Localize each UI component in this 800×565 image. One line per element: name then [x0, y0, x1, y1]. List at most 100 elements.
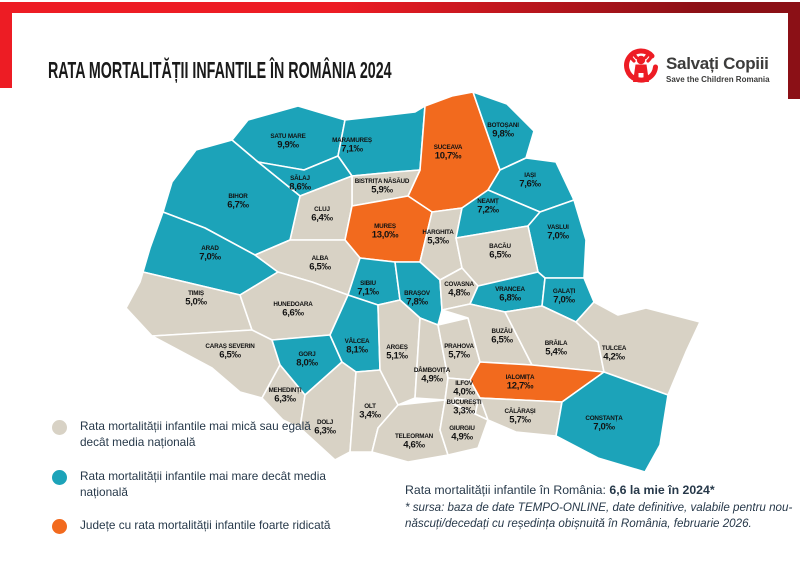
county-value-sibiu: 7,1‰: [357, 287, 379, 298]
county-value-dolj: 6,3‰: [314, 426, 336, 437]
county-name-prahova: PRAHOVA: [444, 343, 474, 350]
frame-left-bar: [0, 2, 12, 88]
legend-label-higher: Rata mortalității infantile mai mare dec…: [80, 468, 326, 499]
county-name-constanta: CONSTANȚA: [585, 415, 623, 422]
county-name-buzau: BUZĂU: [491, 326, 513, 335]
county-value-harghita: 5,3‰: [427, 236, 449, 247]
county-value-galati: 7,0‰: [553, 295, 575, 306]
national-average-stat: Rata mortalității infantile în România: …: [405, 483, 793, 497]
county-name-calarasi: CĂLĂRAȘI: [505, 406, 536, 415]
county-name-gorj: GORJ: [298, 351, 316, 358]
source-note: * sursa: baza de date TEMPO-ONLINE, date…: [405, 501, 793, 530]
county-name-arges: ARGEȘ: [386, 344, 407, 351]
county-name-maramures: MARAMUREȘ: [332, 137, 372, 144]
county-name-sibiu: SIBIU: [360, 280, 376, 287]
county-name-galati: GALAȚI: [553, 288, 576, 295]
county-name-olt: OLT: [364, 403, 376, 410]
map-legend: Rata mortalității infantile mai mică sau…: [52, 418, 352, 551]
legend-dot-lower: [52, 420, 67, 435]
county-value-mures: 13,0‰: [372, 230, 399, 241]
county-value-cluj: 6,4‰: [311, 213, 333, 224]
county-name-teleorman: TELEORMAN: [395, 433, 434, 440]
county-value-vaslui: 7,0‰: [547, 231, 569, 242]
legend-dot-higher: [52, 469, 67, 485]
county-name-vrancea: VRANCEA: [495, 286, 525, 293]
county-value-arad: 7,0‰: [199, 252, 221, 263]
county-value-bihor: 6,7‰: [227, 200, 249, 211]
county-name-ialomita: IALOMIȚA: [506, 374, 535, 381]
logo-subtitle: Save the Children Romania: [666, 75, 770, 84]
logo-title: Salvați Copiii: [666, 54, 769, 73]
county-name-salaj: SĂLAJ: [290, 173, 310, 182]
county-name-alba: ALBA: [312, 255, 329, 262]
county-value-ialomita: 12,7‰: [507, 381, 534, 392]
county-name-mehedinti: MEHEDINȚI: [269, 387, 302, 394]
county-value-constanta: 7,0‰: [593, 422, 615, 433]
logo-text: Salvați Copiii Save the Children Romania: [666, 54, 770, 84]
county-value-bacau: 6,5‰: [489, 250, 511, 261]
county-value-bistrita-nasaud: 5,9‰: [371, 185, 393, 196]
county-value-neamt: 7,2‰: [477, 205, 499, 216]
county-name-bacau: BACĂU: [489, 241, 511, 250]
county-name-iasi: IAȘI: [524, 172, 536, 179]
county-value-salaj: 8,6‰: [289, 182, 311, 193]
county-shapes-layer: [125, 91, 701, 473]
legend-label-very-high: Județe cu rata mortalității infantile fo…: [80, 518, 331, 533]
county-name-neamt: NEAMȚ: [477, 198, 499, 205]
county-value-vrancea: 6,8‰: [499, 293, 521, 304]
county-name-bistrita-nasaud: BISTRIȚA NĂSĂUD: [355, 176, 410, 185]
county-name-covasna: COVASNA: [444, 281, 474, 288]
county-name-hunedoara: HUNEDOARA: [273, 301, 313, 308]
county-value-ilfov: 4,0‰: [453, 387, 475, 398]
legend-label-lower: Rata mortalității infantile mai mică sau…: [80, 419, 311, 450]
county-value-bucuresti: 3,3‰: [453, 406, 475, 417]
county-name-ilfov: ILFOV: [455, 380, 474, 387]
frame-top-bar: [0, 2, 800, 13]
county-value-prahova: 5,7‰: [448, 350, 470, 361]
county-value-tulcea: 4,2‰: [603, 352, 625, 363]
county-name-caras-severin: CARAȘ SEVERIN: [205, 343, 255, 350]
county-value-timis: 5,0‰: [185, 297, 207, 308]
county-value-mehedinti: 6,3‰: [274, 394, 296, 405]
county-name-brasov: BRAȘOV: [404, 290, 431, 297]
legend-item-lower: Rata mortalității infantile mai mică sau…: [52, 418, 352, 451]
legend-item-higher: Rata mortalității infantile mai mare dec…: [52, 468, 352, 501]
county-value-hunedoara: 6,6‰: [282, 308, 304, 319]
county-name-braila: BRĂILA: [545, 338, 568, 347]
county-value-gorj: 8,0‰: [296, 358, 318, 369]
legend-dot-very-high: [52, 519, 67, 535]
county-value-alba: 6,5‰: [309, 262, 331, 273]
county-name-timis: TIMIȘ: [188, 290, 204, 297]
county-name-tulcea: TULCEA: [602, 345, 627, 352]
county-value-buzau: 6,5‰: [491, 335, 513, 346]
county-shape-giurgiu: [439, 399, 489, 456]
county-name-arad: ARAD: [201, 245, 219, 252]
logo: Salvați Copiii Save the Children Romania: [622, 48, 770, 90]
county-shape-botosani: [472, 91, 535, 171]
county-value-maramures: 7,1‰: [341, 144, 363, 155]
county-value-olt: 3,4‰: [359, 410, 381, 421]
county-name-dolj: DOLJ: [317, 419, 334, 426]
county-value-botosani: 9,8‰: [492, 129, 514, 140]
county-value-giurgiu: 4,9‰: [451, 432, 473, 443]
county-name-dambovita: DÂMBOVIȚA: [414, 365, 451, 374]
county-value-covasna: 4,8‰: [448, 288, 470, 299]
county-name-botosani: BOTOȘANI: [487, 122, 519, 129]
page-title: RATA MORTALITĂȚII INFANTILE ÎN ROMÂNIA 2…: [48, 57, 392, 83]
county-name-mures: MUREȘ: [374, 223, 396, 230]
county-value-suceava: 10,7‰: [435, 151, 462, 162]
county-name-suceava: SUCEAVA: [434, 144, 463, 151]
county-value-brasov: 7,8‰: [406, 297, 428, 308]
county-value-braila: 5,4‰: [545, 347, 567, 358]
county-name-cluj: CLUJ: [314, 206, 330, 213]
county-value-arges: 5,1‰: [386, 351, 408, 362]
county-shape-caras-severin: [151, 329, 281, 399]
county-shape-tulcea: [575, 301, 701, 396]
county-value-valcea: 8,1‰: [346, 345, 368, 356]
stat-value: 6,6 la mie în 2024*: [609, 483, 715, 497]
county-name-valcea: VÂLCEA: [345, 336, 370, 345]
county-shape-constanta: [555, 371, 669, 473]
frame-right-bar: [788, 2, 800, 99]
